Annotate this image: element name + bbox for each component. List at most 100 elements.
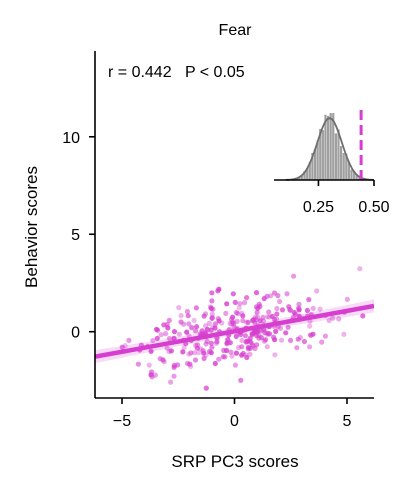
histogram-bar — [350, 169, 353, 180]
data-point — [265, 314, 271, 320]
y-axis-label: Behavior scores — [22, 166, 41, 288]
histogram-bar — [324, 114, 327, 180]
data-point — [148, 348, 154, 354]
data-point — [330, 315, 336, 321]
histogram-bar — [329, 113, 332, 180]
data-point — [122, 343, 128, 349]
data-point — [168, 348, 174, 354]
data-point — [244, 354, 250, 361]
data-point — [184, 308, 190, 315]
histogram-bar — [337, 129, 340, 180]
data-point — [279, 337, 285, 343]
y-tick-label: 10 — [62, 130, 80, 147]
data-point — [216, 356, 222, 362]
data-point — [215, 316, 221, 322]
data-point — [180, 349, 186, 355]
histogram-bar — [321, 130, 324, 180]
data-point — [191, 350, 198, 356]
inset-x-tick-label: 0.25 — [303, 199, 334, 216]
data-point — [201, 313, 207, 319]
inset-x-tick-label: 0.50 — [358, 199, 389, 216]
data-point — [284, 291, 290, 297]
histogram-bar — [308, 161, 311, 180]
data-point — [275, 293, 281, 299]
data-point — [148, 372, 154, 378]
data-point — [274, 305, 280, 312]
data-point — [322, 333, 328, 339]
data-point — [262, 330, 268, 336]
data-point — [251, 329, 257, 335]
histogram-bar — [311, 152, 314, 180]
correlation-annotation: r = 0.442 P < 0.05 — [108, 64, 245, 81]
data-point — [192, 357, 199, 363]
data-point — [186, 321, 192, 327]
data-point — [209, 311, 215, 317]
data-point — [154, 335, 160, 341]
data-point — [273, 328, 279, 334]
data-point — [319, 339, 325, 345]
data-point — [203, 352, 209, 358]
data-point — [301, 338, 307, 345]
x-axis-label: SRP PC3 scores — [171, 452, 298, 471]
data-point — [206, 320, 212, 326]
data-point — [283, 330, 289, 336]
data-point — [304, 307, 310, 314]
data-point — [228, 349, 234, 355]
data-point — [188, 350, 194, 356]
data-point — [165, 325, 171, 331]
data-point — [286, 304, 292, 310]
data-point — [208, 340, 214, 346]
data-point — [187, 361, 193, 367]
inset-x-ticks: 0.25 0.50 — [303, 180, 390, 216]
data-point — [307, 344, 313, 350]
data-point — [196, 350, 202, 356]
data-point — [258, 335, 264, 341]
data-point — [243, 319, 249, 325]
data-point — [233, 350, 239, 356]
data-point — [176, 331, 182, 337]
data-point — [233, 333, 239, 339]
data-point — [252, 345, 258, 352]
x-tick-label: 0 — [230, 413, 239, 430]
data-point — [247, 335, 253, 341]
data-point — [209, 314, 215, 321]
data-point — [232, 299, 238, 305]
data-point — [161, 322, 167, 328]
data-point — [219, 320, 225, 326]
data-point — [212, 321, 219, 327]
data-point — [209, 344, 215, 350]
data-point — [254, 333, 260, 339]
histogram-bar — [339, 146, 343, 180]
data-point — [317, 306, 323, 312]
data-point — [235, 344, 242, 351]
data-point — [266, 309, 272, 315]
data-point — [307, 323, 313, 329]
data-point — [225, 337, 231, 343]
data-point — [344, 296, 350, 302]
data-point — [244, 295, 250, 301]
data-point — [264, 344, 270, 350]
data-point — [216, 286, 222, 292]
data-point — [291, 309, 297, 316]
data-point — [222, 354, 228, 360]
inset-density-curve — [285, 117, 374, 181]
histogram-bar — [353, 171, 356, 180]
data-point — [152, 372, 158, 378]
histogram-bar — [342, 153, 345, 180]
data-point — [119, 344, 125, 350]
histogram-bar — [319, 128, 322, 180]
data-point — [236, 305, 242, 311]
histogram-bar — [306, 167, 309, 180]
data-point — [240, 313, 246, 319]
data-point — [296, 305, 302, 311]
data-point — [267, 331, 273, 337]
histogram-bar — [316, 140, 319, 180]
data-point — [233, 310, 240, 316]
data-point — [308, 332, 314, 338]
histogram-bar — [358, 177, 361, 180]
data-point — [189, 325, 195, 331]
data-point — [201, 355, 207, 361]
data-point — [360, 313, 366, 319]
data-point — [242, 333, 248, 339]
